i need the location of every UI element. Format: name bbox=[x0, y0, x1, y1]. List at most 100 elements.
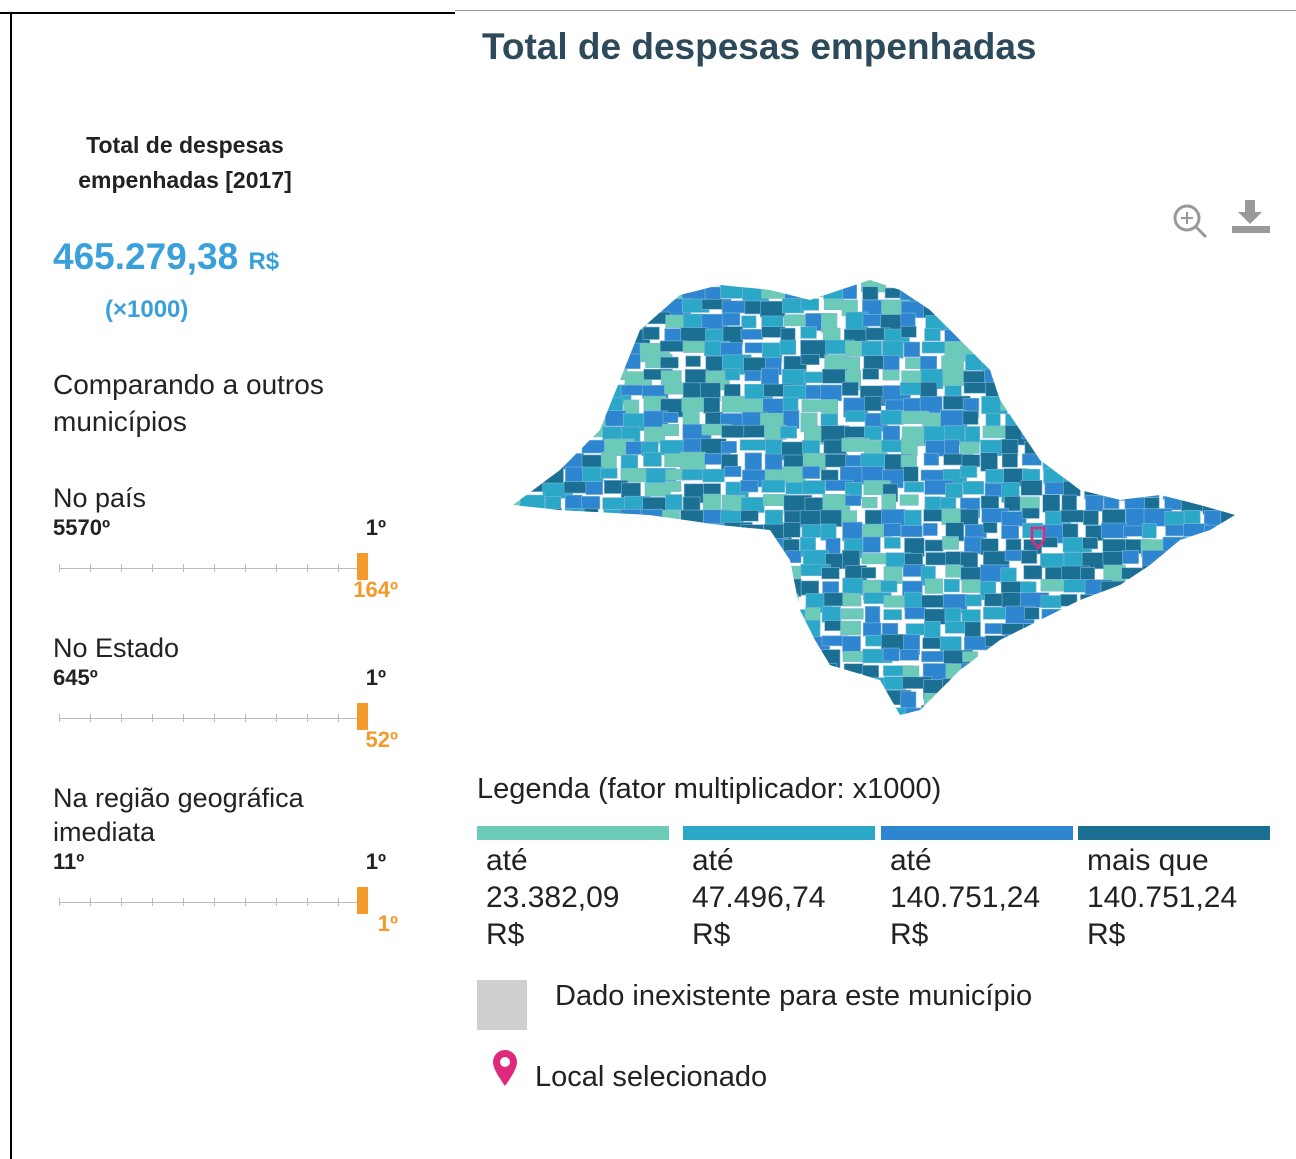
municipality bbox=[1181, 467, 1202, 479]
municipality bbox=[720, 622, 740, 640]
municipality bbox=[1142, 280, 1158, 288]
municipality bbox=[603, 525, 620, 545]
municipality bbox=[1162, 676, 1187, 696]
municipality bbox=[659, 538, 684, 556]
municipality bbox=[662, 650, 684, 665]
municipality bbox=[603, 650, 622, 662]
municipality bbox=[1220, 704, 1235, 715]
selected-municipality bbox=[1030, 526, 1046, 551]
municipality bbox=[1145, 663, 1169, 680]
municipality bbox=[641, 593, 660, 608]
municipality bbox=[1164, 340, 1191, 360]
download-icon[interactable] bbox=[1232, 200, 1270, 233]
slider-track bbox=[59, 902, 358, 903]
municipality bbox=[622, 594, 642, 613]
municipality bbox=[1203, 286, 1221, 305]
municipality bbox=[683, 664, 702, 677]
municipality bbox=[584, 677, 608, 690]
slider: 164º bbox=[53, 545, 398, 605]
municipality bbox=[984, 635, 1006, 647]
municipality bbox=[864, 395, 882, 412]
municipality bbox=[1203, 524, 1230, 539]
municipality bbox=[1044, 620, 1070, 635]
municipality bbox=[602, 594, 627, 611]
municipality bbox=[1040, 637, 1057, 658]
municipality bbox=[1164, 354, 1194, 374]
municipality bbox=[903, 341, 921, 358]
municipality bbox=[642, 705, 661, 715]
municipality bbox=[841, 381, 859, 396]
municipality bbox=[1125, 636, 1147, 658]
municipality bbox=[1004, 325, 1027, 344]
municipality bbox=[681, 469, 704, 481]
municipality bbox=[1145, 427, 1163, 442]
municipality bbox=[743, 550, 767, 565]
municipality bbox=[924, 328, 941, 342]
municipality bbox=[745, 663, 765, 682]
municipality bbox=[542, 678, 573, 690]
municipality bbox=[1219, 424, 1235, 445]
municipality bbox=[542, 524, 567, 537]
municipality bbox=[1105, 606, 1123, 621]
municipality bbox=[599, 606, 630, 625]
municipality bbox=[679, 280, 702, 283]
municipality bbox=[824, 453, 849, 468]
slider-marker bbox=[357, 703, 368, 730]
municipality bbox=[943, 578, 960, 593]
municipality bbox=[562, 355, 585, 375]
zoom-icon[interactable] bbox=[1173, 204, 1208, 239]
municipality bbox=[919, 396, 943, 414]
municipality bbox=[1000, 675, 1029, 691]
municipality bbox=[684, 721, 712, 738]
municipality bbox=[1201, 704, 1222, 715]
municipality bbox=[1085, 495, 1104, 512]
municipality bbox=[1024, 649, 1051, 669]
municipality bbox=[523, 718, 546, 737]
municipality bbox=[1062, 707, 1086, 715]
municipality bbox=[1143, 719, 1168, 732]
municipality bbox=[744, 581, 761, 600]
municipality bbox=[980, 495, 1000, 509]
municipality bbox=[585, 577, 604, 592]
municipality bbox=[1103, 297, 1125, 312]
municipality bbox=[565, 466, 585, 484]
missing-swatch bbox=[477, 980, 527, 1030]
municipality bbox=[1020, 480, 1043, 496]
municipality bbox=[1000, 341, 1018, 354]
municipality bbox=[641, 537, 660, 553]
municipality bbox=[662, 411, 679, 424]
municipality bbox=[513, 399, 524, 417]
municipality bbox=[523, 607, 543, 628]
municipality bbox=[1201, 329, 1221, 346]
municipality bbox=[1120, 677, 1150, 691]
municipality bbox=[803, 679, 831, 699]
municipality bbox=[603, 538, 621, 553]
municipality bbox=[1200, 623, 1225, 641]
slider-tick bbox=[90, 898, 91, 906]
rank-min: 11º bbox=[53, 849, 85, 874]
municipality bbox=[659, 439, 684, 456]
municipality bbox=[899, 494, 919, 506]
municipality bbox=[1083, 467, 1102, 481]
municipality bbox=[983, 664, 1008, 677]
municipality bbox=[1180, 439, 1196, 451]
municipality bbox=[745, 706, 765, 715]
municipality bbox=[624, 549, 654, 565]
municipality bbox=[1100, 437, 1131, 452]
municipality bbox=[744, 370, 762, 382]
municipality bbox=[1181, 592, 1203, 605]
municipality bbox=[1161, 721, 1175, 734]
municipality bbox=[1021, 425, 1039, 440]
municipality bbox=[1224, 357, 1235, 375]
municipality bbox=[903, 466, 919, 482]
municipality bbox=[759, 650, 780, 666]
municipality bbox=[944, 300, 965, 320]
municipality bbox=[840, 705, 858, 715]
municipality bbox=[985, 648, 1009, 666]
municipality bbox=[1104, 704, 1124, 715]
municipality bbox=[681, 677, 711, 695]
municipality bbox=[1024, 607, 1040, 620]
municipality bbox=[823, 298, 844, 311]
municipality bbox=[603, 663, 621, 679]
municipality bbox=[1125, 427, 1150, 446]
